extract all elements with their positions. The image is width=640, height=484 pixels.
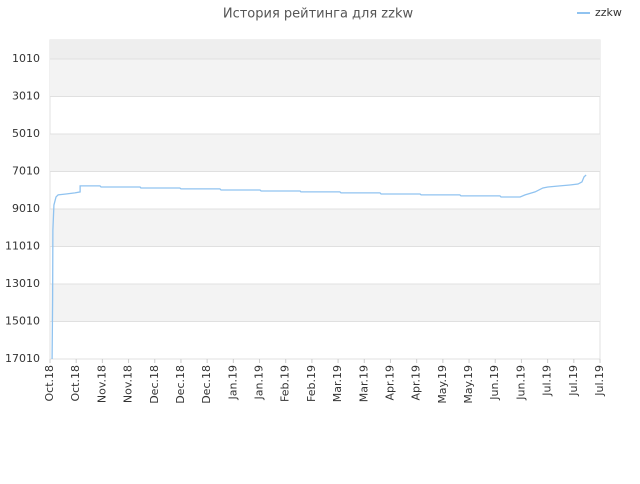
x-tick-label: Jun.19 (514, 365, 527, 401)
x-tick-label: Feb.19 (279, 365, 292, 402)
band (50, 58, 600, 97)
y-tick-label: 9010 (12, 202, 40, 215)
x-tick-label: Nov.18 (95, 365, 108, 403)
band (50, 208, 600, 247)
band (50, 133, 600, 172)
x-tick-label: Jan.19 (253, 365, 266, 400)
y-tick-label: 11010 (5, 239, 40, 252)
x-tick-label: Feb.19 (305, 365, 318, 402)
y-tick-label: 1010 (12, 52, 40, 65)
y-tick-label: 5010 (12, 127, 40, 140)
y-tick-label: 17010 (5, 352, 40, 365)
x-tick-label: Jul.19 (567, 365, 580, 397)
band (50, 283, 600, 322)
x-tick-label: Oct.18 (43, 365, 56, 402)
x-tick-label: Oct.18 (69, 365, 82, 402)
x-tick-label: Dec.18 (200, 365, 213, 404)
x-tick-label: Jul.19 (541, 365, 554, 397)
x-tick-label: Apr.19 (410, 365, 423, 401)
x-tick-label: Jul.19 (593, 365, 606, 397)
y-tick-label: 15010 (5, 314, 40, 327)
x-tick-label: Dec.18 (174, 365, 187, 404)
x-tick-label: Apr.19 (383, 365, 396, 401)
x-tick-label: May.19 (436, 365, 449, 404)
x-tick-label: Mar.19 (331, 365, 344, 402)
legend-label: zzkw (595, 6, 622, 19)
x-tick-label: Nov.18 (122, 365, 135, 403)
y-tick-label: 13010 (5, 277, 40, 290)
x-tick-label: Mar.19 (357, 365, 370, 402)
x-tick-label: Dec.18 (148, 365, 161, 404)
x-tick-label: Jan.19 (226, 365, 239, 400)
x-tick-label: Jun.19 (488, 365, 501, 401)
y-tick-label: 7010 (12, 164, 40, 177)
line (51, 174, 587, 360)
y-tick-label: 3010 (12, 89, 40, 102)
chart-title: История рейтинга для zzkw (223, 7, 414, 22)
band (50, 40, 600, 59)
x-tick-label: May.19 (462, 365, 475, 404)
